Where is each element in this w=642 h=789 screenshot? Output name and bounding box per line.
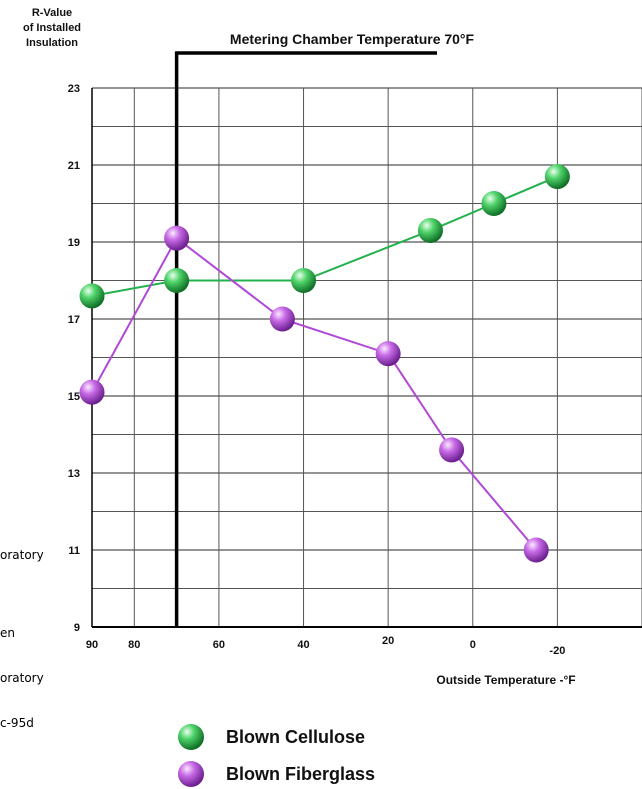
legend-marker-fiberglass-icon xyxy=(178,761,204,787)
x-tick-label: 60 xyxy=(213,639,225,651)
y-tick-label: 19 xyxy=(68,237,80,249)
legend-item-fiberglass: Blown Fiberglass xyxy=(176,759,375,789)
y-tick-label: 9 xyxy=(74,622,80,634)
chart-canvas: Metering Chamber Temperature 70°F 9 11 13 1… xyxy=(68,31,642,687)
series-layer xyxy=(79,164,570,563)
x-tick-label: 80 xyxy=(128,639,140,651)
data-point-cellulose xyxy=(79,283,105,309)
data-point-fiberglass xyxy=(269,306,295,332)
legend-item-cellulose: Blown Cellulose xyxy=(176,722,365,752)
y-axis-label-line: Insulation xyxy=(26,37,78,49)
x-axis-label: Outside Temperature -°F xyxy=(436,673,575,687)
x-tick-label: 90 xyxy=(86,639,98,651)
y-axis-label-line: R-Value xyxy=(31,7,73,19)
data-point-cellulose xyxy=(544,164,570,190)
data-point-cellulose xyxy=(164,268,190,293)
legend-label: Blown Fiberglass xyxy=(226,763,376,784)
data-point-fiberglass xyxy=(79,379,105,405)
metering-annotation: Metering Chamber Temperature 70°F xyxy=(230,31,475,47)
side-note-line: c-95d xyxy=(0,716,34,730)
side-note-2: en oratory c-95d xyxy=(0,596,44,746)
data-point-fiberglass xyxy=(164,225,190,251)
metering-marker: Metering Chamber Temperature 70°F xyxy=(174,31,475,627)
axes xyxy=(91,88,642,628)
data-point-cellulose xyxy=(291,268,317,293)
series-line-fiberglass xyxy=(91,236,537,551)
x-tick-label: 20 xyxy=(382,635,394,647)
data-point-fiberglass xyxy=(439,437,465,463)
x-tick-label: 40 xyxy=(297,639,309,651)
data-point-cellulose xyxy=(417,217,443,243)
x-tick-label: -20 xyxy=(549,645,565,657)
y-tick-label: 23 xyxy=(68,83,80,95)
y-axis-label-line: of Installed xyxy=(22,22,82,34)
side-note-line: en xyxy=(0,626,15,640)
y-axis-label: R-Value of Installed Insulation xyxy=(0,6,104,51)
y-tick-label: 17 xyxy=(68,314,80,326)
data-point-fiberglass xyxy=(375,341,401,367)
data-point-cellulose xyxy=(481,191,507,216)
x-tick-label: 0 xyxy=(470,639,476,651)
grid xyxy=(91,87,642,628)
y-tick-label: 21 xyxy=(68,160,80,172)
side-note-line: oratory xyxy=(0,548,44,562)
y-tick-label: 11 xyxy=(68,545,80,557)
side-note-line: oratory xyxy=(0,671,44,685)
legend-marker-cellulose-icon xyxy=(178,724,204,750)
legend-label: Blown Cellulose xyxy=(226,726,366,747)
y-tick-label: 15 xyxy=(68,391,80,403)
side-note-1: oratory xyxy=(0,518,44,608)
y-tick-label: 13 xyxy=(68,468,80,480)
data-point-fiberglass xyxy=(523,537,549,563)
